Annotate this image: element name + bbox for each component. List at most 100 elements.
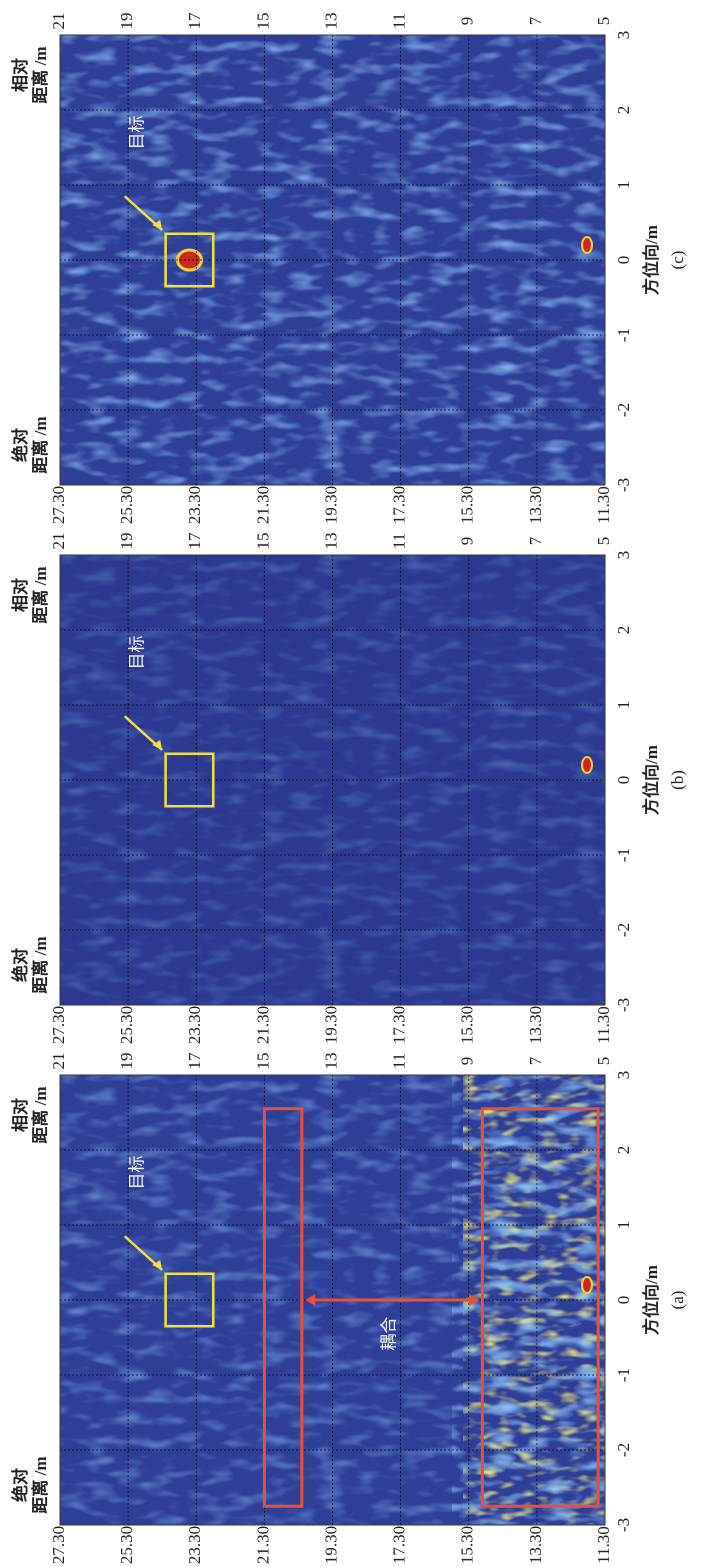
x-tick-label: 2: [614, 626, 633, 635]
y2-tick-label: 19: [117, 1053, 136, 1070]
y-axis-label: 距离 /m: [30, 1456, 50, 1513]
y2-tick-label: 11: [390, 13, 409, 29]
y-tick-label: 27.30: [49, 1006, 68, 1044]
x-axis-label: 方位向/m: [641, 1265, 661, 1335]
y2-tick-label: 21: [49, 1053, 68, 1070]
y-tick-label: 11.30: [594, 486, 613, 524]
panel: -3 -2 -1 0 1 2 3 11.30 13.30 15.30 17.30 19.30 21.30…: [10, 532, 687, 1044]
y-tick-label: 11.30: [594, 1006, 613, 1044]
y-axis-label: 绝对: [10, 428, 30, 462]
y-tick-label: 27.30: [49, 486, 68, 524]
x-tick-label: 1: [614, 181, 633, 190]
y2-tick-label: 21: [49, 13, 68, 30]
y-tick-label: 17.30: [390, 486, 409, 524]
x-axis-label: 方位向/m: [641, 745, 661, 815]
y2-tick-label: 13: [321, 13, 340, 30]
y-tick-label: 13.30: [526, 486, 545, 524]
y-tick-label: 21.30: [253, 1006, 272, 1044]
x-tick-label: -1: [614, 848, 633, 862]
y-tick-label: 25.30: [117, 486, 136, 524]
x-tick-label: 3: [614, 1071, 633, 1080]
y2-tick-label: 17: [185, 532, 204, 550]
y2-tick-label: 9: [458, 1057, 477, 1066]
y-tick-label: 23.30: [185, 486, 204, 524]
y-tick-label: 25.30: [117, 1526, 136, 1564]
target-label: 目标: [127, 116, 146, 150]
hot-spot: [582, 757, 592, 773]
panel: -3-2-1012311.3013.3015.3017.3019.3021.30…: [10, 1052, 687, 1564]
y-tick-label: 17.30: [390, 1526, 409, 1564]
caption: (b): [668, 770, 687, 790]
x-tick-label: 2: [614, 1146, 633, 1155]
y-tick-label: 15.30: [458, 1006, 477, 1044]
x-tick-label: 0: [614, 1296, 633, 1305]
x-tick-label: 3: [614, 551, 633, 560]
figure: -3 -2 -1 0 1 2 3 11.30 13.30 15.30 17.30 19.30 21.30…: [0, 0, 710, 1567]
y-tick-label: 13.30: [526, 1526, 545, 1564]
y2-tick-label: 21: [49, 533, 68, 550]
y-axis-label: 绝对: [10, 948, 30, 982]
y2-tick-label: 15: [253, 533, 272, 550]
y2-axis-label: 相对: [10, 578, 30, 612]
y2-axis-label: 距离 /m: [30, 566, 50, 623]
y2-tick-label: 19: [117, 533, 136, 550]
x-tick-label: -2: [614, 923, 633, 937]
hot-spot: [582, 237, 592, 253]
x-tick-label: 3: [614, 31, 633, 40]
y2-tick-label: 9: [458, 537, 477, 546]
y2-tick-label: 17: [185, 12, 204, 30]
y2-axis-label: 距离 /m: [30, 1086, 50, 1143]
y-tick-label: 17.30: [390, 1006, 409, 1044]
x-tick-label: -3: [614, 998, 633, 1012]
y2-tick-label: 15: [253, 13, 272, 30]
x-tick-label: -1: [614, 1368, 633, 1382]
y2-tick-label: 5: [594, 17, 613, 26]
x-tick-label: 0: [614, 256, 633, 265]
y-tick-label: 19.30: [321, 1526, 340, 1564]
y-axis-label: 距离 /m: [30, 936, 50, 993]
y2-axis-label: 距离 /m: [30, 46, 50, 103]
x-tick-label: 0: [614, 776, 633, 785]
y-tick-label: 23.30: [185, 1006, 204, 1044]
y-tick-label: 25.30: [117, 1006, 136, 1044]
y2-tick-label: 17: [185, 1052, 204, 1070]
y2-tick-label: 5: [594, 1057, 613, 1066]
y2-axis-label: 相对: [10, 58, 30, 92]
y-tick-label: 21.30: [253, 486, 272, 524]
y2-tick-label: 11: [390, 533, 409, 549]
y-tick-label: 19.30: [321, 486, 340, 524]
y-tick-label: 23.30: [185, 1526, 204, 1564]
y-tick-label: 13.30: [526, 1006, 545, 1044]
x-tick-label: -2: [614, 1443, 633, 1457]
y2-axis-label: 相对: [10, 1098, 30, 1132]
coupling-label: 耦合: [379, 1317, 398, 1351]
x-tick-label: 2: [614, 106, 633, 115]
y-tick-label: 19.30: [321, 1006, 340, 1044]
y-tick-label: 21.30: [253, 1526, 272, 1564]
y2-tick-label: 13: [321, 533, 340, 550]
x-tick-label: 1: [614, 701, 633, 710]
x-axis-label: 方位向/m: [641, 225, 661, 295]
caption: (c): [668, 251, 687, 270]
x-tick-label: 1: [614, 1221, 633, 1230]
panel: -3-2-1012311.3013.3015.3017.3019.3021.30…: [10, 12, 687, 524]
x-tick-label: -1: [614, 328, 633, 342]
y2-tick-label: 19: [117, 13, 136, 30]
y2-tick-label: 15: [253, 1053, 272, 1070]
y-axis-label: 距离 /m: [30, 416, 50, 473]
y2-tick-label: 9: [458, 17, 477, 26]
y2-tick-label: 7: [526, 1056, 545, 1065]
x-tick-label: -3: [614, 1518, 633, 1532]
y-axis-label: 绝对: [10, 1468, 30, 1502]
x-tick-label: -3: [614, 478, 633, 492]
target-label: 目标: [127, 636, 146, 670]
y-tick-label: 15.30: [458, 486, 477, 524]
y-tick-label: 27.30: [49, 1526, 68, 1564]
y2-tick-label: 11: [390, 1053, 409, 1069]
y-tick-label: 15.30: [458, 1526, 477, 1564]
hot-spot: [582, 1277, 592, 1293]
target-label: 目标: [127, 1156, 146, 1190]
y2-tick-label: 7: [526, 16, 545, 25]
y2-tick-label: 7: [526, 536, 545, 545]
caption: (a): [668, 1291, 687, 1310]
